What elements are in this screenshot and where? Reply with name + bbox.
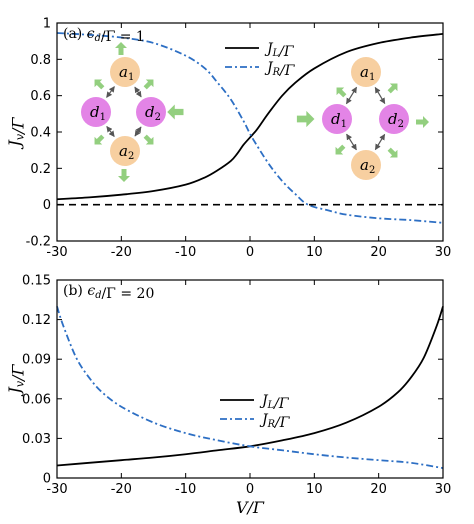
x-tick-label: -20 [111, 482, 132, 497]
node-d2 [379, 104, 409, 134]
node-a2 [110, 136, 140, 166]
panel-b-y-axis-label: Jv/Γ [5, 363, 27, 396]
legend-entry: JL/Γ [264, 41, 295, 60]
node-a2-label: a2 [360, 156, 375, 176]
node-d1 [81, 97, 111, 127]
y-tick-label: 0.4 [30, 126, 51, 141]
diagram-link [345, 86, 358, 105]
x-tick-label: -10 [175, 245, 196, 260]
node-a1-label: a1 [360, 63, 375, 83]
x-tick-label: 20 [370, 245, 387, 260]
y-tick-label: 0.2 [30, 162, 51, 177]
panel-a: -30 -20 -10 0 10 20 30 -0.2 0 0.2 0.4 0.6 0.8 1 (a) ϵ… [5, 17, 451, 261]
panel-b-x-axis-label: V/Γ [236, 498, 265, 517]
flow-arrow-icon [118, 169, 130, 182]
y-tick-label: 0.15 [22, 274, 51, 289]
y-tick-label: 0.8 [30, 53, 51, 68]
y-tick-label: 0.12 [22, 313, 51, 328]
x-tick-label: 0 [246, 482, 254, 497]
x-tick-label: 10 [306, 245, 323, 260]
legend-entry: JR/Γ [264, 60, 296, 79]
diagram-link [134, 126, 142, 137]
node-d1 [322, 104, 352, 134]
x-tick-label: 20 [370, 482, 387, 497]
node-a1-label: a1 [119, 63, 134, 83]
diagram-link [374, 86, 386, 105]
panel-a-label: (a) ϵd/Γ = 1 [63, 26, 145, 45]
x-tick-label: -30 [46, 482, 67, 497]
panel-b-label: (b) ϵd/Γ = 20 [63, 283, 154, 302]
y-tick-label: -0.2 [26, 235, 51, 250]
legend-entry: JR/Γ [259, 412, 291, 431]
node-a2-label: a2 [119, 142, 134, 162]
y-tick-label: 0.06 [22, 392, 51, 407]
diagram-link [134, 86, 142, 98]
node-d1-label: d1 [90, 103, 106, 123]
flow-arrow-icon [94, 79, 105, 90]
x-tick-label: -20 [111, 245, 132, 260]
y-tick-label: 0 [43, 198, 51, 213]
panel-a-frame [56, 22, 444, 242]
x-tick-label: -30 [46, 245, 67, 260]
flow-arrow-icon [387, 147, 398, 158]
diagram-right: a1 d1 d2 a2 [296, 57, 429, 180]
diagram-link [346, 133, 357, 151]
y-tick-label: 0.09 [22, 353, 51, 368]
y-tick-label: 0.6 [30, 89, 51, 104]
panel-b-legend: JL/ΓJR/Γ [220, 393, 291, 431]
diagram-link [106, 86, 115, 98]
diagram-left: a1 d1 d2 a2 [81, 42, 184, 182]
y-tick-label: 0 [43, 472, 51, 487]
panel-b-series-jr [56, 306, 444, 469]
flow-arrow-icon [115, 42, 127, 55]
panel-b-frame [56, 279, 444, 479]
x-tick-label: -10 [175, 482, 196, 497]
x-tick-label: 30 [435, 482, 452, 497]
panel-a-legend: JL/ΓJR/Γ [225, 41, 296, 79]
y-tick-label: 0.03 [22, 432, 51, 447]
flow-arrow-icon [336, 87, 347, 98]
node-d2-label: d2 [388, 110, 404, 130]
flow-arrow-icon [335, 144, 346, 155]
flow-arrow-icon [143, 134, 154, 145]
node-a1 [351, 57, 381, 87]
flow-arrow-icon [94, 134, 105, 145]
y-tick-label: 1 [43, 17, 51, 32]
flow-arrow-icon [167, 104, 184, 120]
diagram-link [374, 133, 386, 151]
node-d2 [136, 97, 166, 127]
flow-arrow-icon [296, 110, 315, 128]
panel-a-y-axis-label: Jv/Γ [5, 116, 27, 149]
panel-b: -30 -20 -10 0 10 20 30 0 0.03 0.06 0.09 0.12 0.15 (b… [5, 274, 451, 518]
x-tick-label: 30 [435, 245, 452, 260]
flow-arrow-icon [416, 116, 429, 128]
node-d1-label: d1 [331, 110, 347, 130]
diagram-link [106, 125, 115, 138]
flow-arrow-icon [387, 83, 398, 94]
x-tick-label: 0 [246, 245, 254, 260]
panel-a-series-jr [56, 32, 444, 224]
node-a1 [110, 57, 140, 87]
panel-b-series-jl [56, 306, 444, 467]
x-tick-label: 10 [306, 482, 323, 497]
flow-arrow-icon [143, 79, 154, 90]
node-a2 [351, 150, 381, 180]
node-d2-label: d2 [145, 103, 161, 123]
legend-entry: JL/Γ [259, 393, 290, 412]
panel-a-series-jl [56, 33, 444, 201]
